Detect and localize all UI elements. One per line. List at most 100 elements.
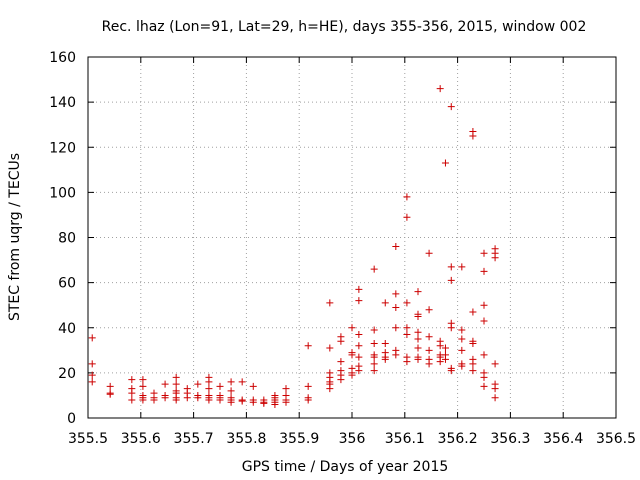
- y-tick-label: 100: [49, 185, 76, 201]
- y-tick-labels: 0 20 40 60 80 100 120 140 160: [49, 50, 76, 427]
- data-point: [392, 351, 400, 359]
- data-point: [304, 382, 312, 390]
- x-tick-label: 355.9: [279, 431, 319, 447]
- data-point: [480, 373, 488, 381]
- data-point: [216, 396, 224, 404]
- data-point: [403, 299, 411, 307]
- data-point: [139, 396, 147, 404]
- data-point: [469, 132, 477, 140]
- chart-title: Rec. lhaz (Lon=91, Lat=29, h=HE), days 3…: [102, 19, 587, 35]
- data-point: [392, 243, 400, 251]
- data-point: [491, 385, 499, 393]
- data-point: [161, 380, 169, 388]
- data-point: [337, 337, 345, 345]
- data-point: [238, 397, 246, 405]
- x-tick-label: 356.5: [596, 431, 636, 447]
- data-point: [491, 360, 499, 368]
- data-point: [458, 263, 466, 271]
- data-point: [403, 324, 411, 332]
- data-point: [469, 308, 477, 316]
- data-point: [370, 340, 378, 348]
- data-point: [183, 394, 191, 402]
- y-tick-label: 120: [49, 140, 76, 156]
- data-point: [469, 360, 477, 368]
- y-tick-label: 40: [58, 321, 76, 337]
- y-tick-label: 20: [58, 366, 76, 382]
- data-point: [425, 333, 433, 341]
- data-point: [88, 371, 96, 379]
- data-point: [337, 376, 345, 384]
- grid-lines: [88, 57, 616, 418]
- data-point: [355, 342, 363, 350]
- x-tick-label: 355.6: [121, 431, 161, 447]
- data-point: [480, 382, 488, 390]
- y-tick-label: 0: [67, 411, 76, 427]
- data-point: [480, 301, 488, 309]
- data-point: [425, 346, 433, 354]
- data-point: [441, 355, 449, 363]
- data-point: [403, 193, 411, 201]
- data-point: [355, 285, 363, 293]
- data-point: [441, 159, 449, 167]
- data-point: [491, 394, 499, 402]
- x-tick-label: 356.2: [438, 431, 478, 447]
- data-point: [447, 324, 455, 332]
- data-point: [128, 396, 136, 404]
- data-point: [227, 378, 235, 386]
- data-point: [425, 249, 433, 257]
- data-point: [458, 362, 466, 370]
- data-point: [205, 385, 213, 393]
- data-point: [480, 317, 488, 325]
- data-point: [139, 376, 147, 384]
- data-point: [238, 378, 246, 386]
- y-axis-label: STEC from uqrg / TECUs: [7, 153, 23, 321]
- x-axis-label: GPS time / Days of year 2015: [242, 459, 449, 475]
- data-point: [458, 346, 466, 354]
- data-point: [249, 382, 257, 390]
- data-point: [414, 335, 422, 343]
- y-tick-label: 60: [58, 276, 76, 292]
- data-point: [441, 344, 449, 352]
- data-point: [403, 358, 411, 366]
- data-point: [370, 265, 378, 273]
- data-point: [469, 340, 477, 348]
- data-point: [458, 335, 466, 343]
- data-point: [139, 382, 147, 390]
- data-point: [161, 394, 169, 402]
- x-tick-label: 355.5: [68, 431, 108, 447]
- x-tick-label: 355.7: [174, 431, 214, 447]
- data-point: [172, 380, 180, 388]
- data-point: [414, 312, 422, 320]
- data-point: [447, 103, 455, 111]
- data-point: [447, 276, 455, 284]
- data-point: [88, 378, 96, 386]
- data-point: [370, 353, 378, 361]
- data-point: [480, 249, 488, 257]
- data-point: [458, 326, 466, 334]
- data-point: [271, 400, 279, 408]
- data-point: [128, 376, 136, 384]
- data-point: [348, 371, 356, 379]
- data-point: [370, 360, 378, 368]
- data-point: [150, 396, 158, 404]
- data-point: [172, 396, 180, 404]
- data-point: [436, 342, 444, 350]
- data-point: [447, 263, 455, 271]
- data-point: [282, 398, 290, 406]
- data-point: [403, 213, 411, 221]
- data-point: [381, 299, 389, 307]
- data-point: [425, 306, 433, 314]
- y-tick-label: 140: [49, 95, 76, 111]
- data-point: [355, 367, 363, 375]
- data-point: [194, 380, 202, 388]
- data-point: [414, 344, 422, 352]
- data-point: [326, 299, 334, 307]
- data-point: [106, 382, 114, 390]
- data-point: [480, 351, 488, 359]
- data-point: [370, 367, 378, 375]
- data-point: [172, 373, 180, 381]
- data-point: [249, 398, 257, 406]
- y-tick-label: 80: [58, 231, 76, 247]
- data-point: [348, 324, 356, 332]
